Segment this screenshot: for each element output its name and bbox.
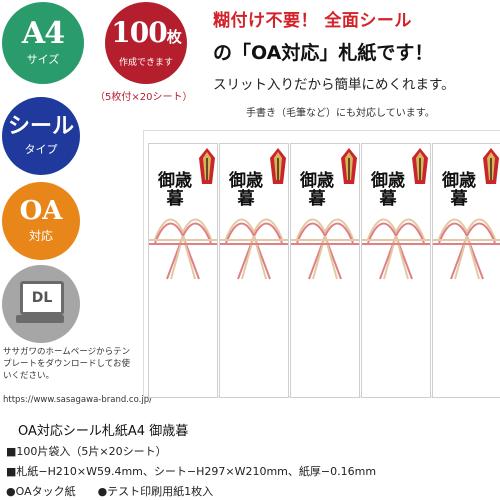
download-url[interactable]: https://www.sasagawa-brand.co.jp/ [3, 395, 152, 405]
download-note: ササガワのホームページからテンプレートをダウンロードしてお使いください。 [3, 347, 131, 381]
card-text: 御歳暮 [442, 171, 476, 209]
spec-line: ■100片袋入（5片×20シート） [6, 445, 167, 458]
seal-card: 御歳暮 [432, 143, 500, 398]
a4-size-badge: A4 サイズ [2, 2, 84, 84]
noshi-ornament-icon [220, 148, 288, 280]
seal-card: 御歳暮 [290, 143, 360, 398]
seal-card: 御歳暮 [219, 143, 289, 398]
headline-line3: スリット入りだから簡単にめくれます。 [213, 77, 455, 93]
seal-badge-title: シール [7, 114, 74, 139]
seal-badge-subtitle: タイプ [24, 143, 58, 156]
spec-line: ●OAタック紙 ●テスト印刷用紙1枚入 [6, 485, 214, 498]
card-text: 御歳暮 [300, 171, 334, 209]
count-badge-number: 100 [111, 15, 167, 49]
headline-line1: 糊付け不要！ 全面シール [213, 11, 412, 31]
a4-badge-title: A4 [21, 16, 65, 51]
oa-badge-subtitle: 対応 [28, 229, 53, 243]
count-badge-unit: 枚 [166, 27, 182, 46]
product-title: OA対応シール札紙A4 御歳暮 [18, 424, 189, 439]
download-badge: DL [2, 265, 80, 343]
card-text: 御歳暮 [158, 171, 192, 209]
headline-line4: 手書き（毛筆など）にも対応しています。 [246, 108, 435, 119]
headline-line2: の「OA対応」札紙です！ [213, 42, 434, 64]
oa-badge-title: OA [19, 196, 63, 226]
spec-line: ■札紙−H210×W59.4mm、シート−H297×W210mm、紙厚−0.16… [6, 465, 377, 478]
seal-card: 御歳暮 [361, 143, 431, 398]
noshi-ornament-icon [149, 148, 217, 280]
download-badge-title: DL [31, 290, 53, 306]
a4-badge-subtitle: サイズ [26, 53, 60, 66]
keyboard-icon [16, 315, 64, 323]
count-badge: 100枚 作成できます [105, 2, 187, 84]
noshi-ornament-icon [362, 148, 430, 280]
noshi-ornament-icon [433, 148, 500, 280]
count-badge-subtitle: 作成できます [118, 57, 173, 68]
product-image: 御歳暮 御歳暮 [143, 130, 500, 398]
card-text: 御歳暮 [229, 171, 263, 209]
seal-card: 御歳暮 [148, 143, 218, 398]
noshi-ornament-icon [291, 148, 359, 280]
oa-badge: OA 対応 [2, 182, 80, 260]
seal-type-badge: シール タイプ [2, 97, 80, 175]
monitor-icon: DL [20, 281, 64, 315]
card-text: 御歳暮 [371, 171, 405, 209]
sheet-count-note: （5枚付×20シート） [95, 92, 193, 103]
